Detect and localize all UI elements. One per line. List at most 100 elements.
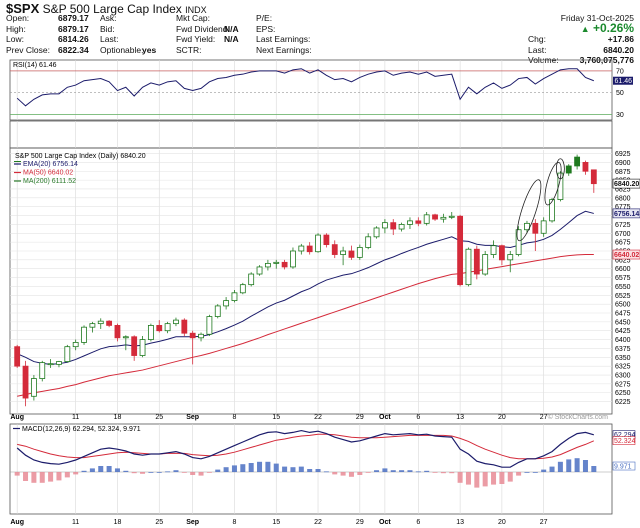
panel-frame-3	[9, 423, 613, 515]
candle-body	[515, 229, 522, 255]
candle-body	[97, 320, 104, 325]
quote-label: EPS:	[256, 23, 276, 34]
macd-histogram-bar	[491, 472, 497, 485]
candle-body	[106, 320, 113, 326]
macd-histogram-bar	[582, 460, 588, 472]
macd-histogram-bar	[507, 472, 513, 482]
macd-histogram-bar	[307, 469, 313, 472]
annotation-oval-3	[555, 158, 565, 180]
price-tick-label: 6325	[615, 364, 631, 371]
x-axis-label-0-10: 6	[416, 414, 420, 421]
macd-histogram-bar	[64, 472, 70, 478]
macd-histogram-bar	[532, 472, 538, 473]
quote-quote_mid-3: Optionable: yes	[100, 45, 156, 56]
legend-label-2: MA(200) 6111.52	[23, 178, 76, 185]
macd-histogram-bar	[282, 466, 288, 472]
x-axis-label-1-4: Sep	[186, 519, 199, 526]
up-triangle-icon: ▲	[580, 24, 590, 34]
price-last-tag-1	[612, 208, 640, 219]
x-axis-label-1-11: 13	[456, 519, 464, 526]
macd-histogram-bar	[457, 472, 463, 483]
candle-body	[30, 378, 37, 397]
price-tick-label: 6225	[615, 399, 631, 406]
price-last-value-1: 6756.14	[614, 211, 639, 218]
quote-label: Fwd Yield:	[176, 34, 216, 44]
quote-quote_mid2-3: SCTR:	[176, 45, 202, 56]
candle-body	[256, 266, 263, 275]
x-axis-label-0-9: Oct	[379, 414, 391, 421]
candle-body	[574, 156, 581, 167]
ticker-title: $SPX S&P 500 Large Cap Index INDX	[6, 1, 207, 16]
price-tick-label: 6900	[615, 160, 631, 167]
price-tick-label: 6525	[615, 293, 631, 300]
candle-body	[56, 361, 62, 365]
macd-histogram-bar	[374, 470, 380, 472]
quote-label: Open:	[6, 13, 30, 23]
x-axis-label-1-10: 6	[416, 519, 420, 526]
macd-histogram-bar	[190, 472, 196, 475]
price-tick-label: 6450	[615, 319, 631, 326]
candle-body	[415, 220, 422, 224]
rsi-line	[16, 68, 595, 107]
candle-body	[273, 261, 280, 264]
price-tick-label: 6825	[615, 186, 631, 193]
price-tick-label: 6800	[615, 195, 631, 202]
x-axis-label-1-13: 27	[540, 519, 548, 526]
macd-histogram-bar	[323, 471, 329, 473]
macd-histogram-bar	[265, 461, 271, 472]
symbol: $SPX	[6, 1, 40, 16]
macd-histogram-bar	[257, 461, 263, 472]
macd-histogram-bar	[298, 466, 304, 472]
candle-body	[114, 325, 121, 339]
quote-quote_mid3-3: Next Earnings:	[256, 45, 312, 56]
macd-histogram-bar	[215, 469, 221, 472]
macd-signal-line	[17, 433, 595, 460]
macd-tag-value-1: 52.324	[614, 438, 636, 445]
macd-histogram-bar	[231, 465, 237, 472]
legend-label-0: EMA(20) 6756.14	[23, 161, 78, 168]
price-tick-label: 6675	[615, 240, 631, 247]
price-tick-label: 6475	[615, 311, 631, 318]
price-tick-label: 6575	[615, 275, 631, 282]
quote-label: SCTR:	[176, 44, 202, 55]
x-axis-label-1-12: 20	[498, 519, 506, 526]
candle-body	[340, 250, 347, 255]
macd-histogram-bar	[440, 472, 446, 474]
macd-histogram-bar	[156, 472, 162, 473]
candle-body	[582, 162, 589, 172]
candle-body	[398, 224, 405, 230]
candle-body	[498, 245, 505, 261]
quote-quote_mid-2: Last:	[100, 34, 118, 45]
price-tick-label: 6925	[615, 151, 631, 158]
x-axis-label-0-3: 25	[155, 414, 163, 421]
change-percent-value: +0.26%	[592, 21, 634, 35]
macd-tag-value-2: 9.971	[614, 464, 632, 471]
price-tick-label: 6425	[615, 328, 631, 335]
macd-histogram-bar	[357, 472, 363, 475]
macd-histogram-bar	[574, 458, 580, 472]
ma50-line	[17, 254, 594, 397]
price-tick-label: 6700	[615, 231, 631, 238]
x-axis-label-1-6: 15	[272, 519, 280, 526]
x-axis-label-1-0: Aug	[10, 519, 24, 526]
quote-quote_mid-1: Bid:	[100, 24, 115, 35]
panel-frame-1	[9, 120, 613, 149]
quote-label: Chg:	[528, 34, 546, 44]
macd-histogram-bar	[315, 469, 321, 472]
candle-body	[407, 220, 413, 225]
x-axis-label-1-9: Oct	[379, 519, 391, 526]
candle-body	[390, 222, 397, 230]
candle-body	[540, 220, 547, 234]
candle-body	[381, 222, 388, 229]
macd-histogram-bar	[148, 472, 154, 473]
macd-title: MACD(12,26,9) 62.294, 52.324, 9.971	[22, 426, 141, 433]
quote-value: 6814.26	[58, 34, 89, 44]
price-tick-label: 6550	[615, 284, 631, 291]
ema20-line	[16, 210, 594, 365]
candle-body	[507, 254, 514, 261]
macd-histogram-bar	[165, 471, 171, 473]
macd-histogram-bar	[206, 472, 212, 473]
exchange: INDX	[185, 5, 207, 15]
price-tick-label: 6625	[615, 257, 631, 264]
candle-body	[348, 250, 355, 258]
